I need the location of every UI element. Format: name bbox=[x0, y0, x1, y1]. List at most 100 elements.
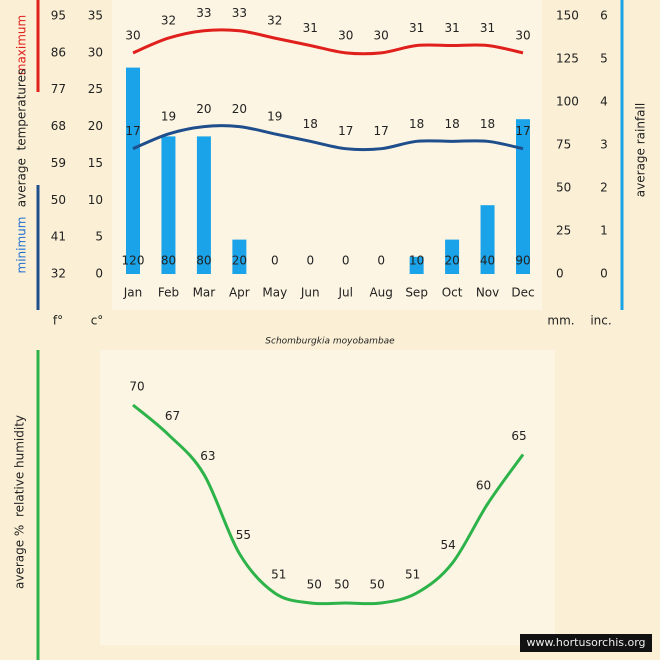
data-label: 63 bbox=[200, 449, 215, 463]
y-tick-label: 32 bbox=[51, 267, 66, 281]
data-label: 30 bbox=[125, 28, 140, 42]
data-label: 0 bbox=[342, 254, 350, 268]
x-tick-label: Apr bbox=[229, 286, 250, 300]
unit-label: c° bbox=[91, 314, 104, 328]
data-label: 50 bbox=[334, 578, 349, 592]
data-label: 20 bbox=[196, 102, 211, 116]
y2-label: average rainfall bbox=[634, 103, 648, 197]
bar bbox=[161, 136, 176, 274]
credit-box bbox=[520, 634, 652, 652]
data-label: 17 bbox=[374, 124, 389, 138]
subtitle: Schomburgkia moyobambae bbox=[265, 337, 395, 347]
y-label: minimum bbox=[15, 217, 29, 274]
data-label: 31 bbox=[444, 21, 459, 35]
x-tick-label: Aug bbox=[369, 286, 392, 300]
unit-label: inc. bbox=[590, 314, 611, 328]
data-label: 65 bbox=[511, 429, 526, 443]
y-tick-label: 15 bbox=[88, 156, 103, 170]
data-label: 70 bbox=[129, 380, 144, 394]
data-label: 51 bbox=[271, 568, 286, 582]
x-tick-label: Nov bbox=[476, 286, 499, 300]
y-label: average % relative humidity bbox=[13, 415, 27, 589]
y2-tick-label: 4 bbox=[600, 95, 608, 109]
y2-tick-label: 150 bbox=[556, 9, 579, 23]
data-label: 32 bbox=[161, 14, 176, 28]
y-tick-label: 5 bbox=[95, 230, 103, 244]
data-label: 10 bbox=[409, 254, 424, 268]
x-tick-label: Sep bbox=[405, 286, 428, 300]
bar bbox=[409, 256, 424, 274]
plot-panel bbox=[100, 350, 555, 645]
y2-tick-label: 6 bbox=[600, 9, 608, 23]
plot-panel bbox=[112, 0, 542, 310]
data-label: 31 bbox=[303, 21, 318, 35]
line bbox=[132, 124, 524, 152]
bar bbox=[126, 67, 140, 274]
unit-label: f° bbox=[53, 314, 63, 328]
bar bbox=[480, 205, 495, 274]
y-tick-label: 30 bbox=[88, 45, 103, 59]
y-tick-label: 10 bbox=[88, 193, 103, 207]
y2-tick-label: 0 bbox=[600, 267, 608, 281]
data-label: 40 bbox=[480, 254, 495, 268]
data-label: 20 bbox=[232, 254, 247, 268]
y2-tick-label: 3 bbox=[600, 138, 608, 152]
data-label: 31 bbox=[409, 21, 424, 35]
bar bbox=[196, 136, 211, 274]
y2-tick-label: 100 bbox=[556, 95, 579, 109]
y-tick-label: 35 bbox=[88, 9, 103, 23]
data-label: 67 bbox=[165, 409, 180, 423]
line bbox=[132, 28, 524, 56]
data-label: 80 bbox=[196, 254, 211, 268]
x-tick-label: Oct bbox=[442, 286, 463, 300]
data-label: 60 bbox=[476, 479, 491, 493]
data-label: 0 bbox=[271, 254, 279, 268]
y2-tick-label: 75 bbox=[556, 138, 571, 152]
data-label: 0 bbox=[377, 254, 385, 268]
data-label: 30 bbox=[338, 28, 353, 42]
y-tick-label: 41 bbox=[51, 230, 66, 244]
data-label: 50 bbox=[370, 578, 385, 592]
data-label: 80 bbox=[161, 254, 176, 268]
y-tick-label: 20 bbox=[88, 119, 103, 133]
data-label: 90 bbox=[515, 254, 530, 268]
data-label: 18 bbox=[303, 117, 318, 131]
y-label: maximum bbox=[15, 15, 29, 75]
x-tick-label: Jan bbox=[123, 286, 143, 300]
data-label: 18 bbox=[409, 117, 424, 131]
data-label: 51 bbox=[405, 568, 420, 582]
y-tick-label: 50 bbox=[51, 193, 66, 207]
data-label: 50 bbox=[307, 578, 322, 592]
data-label: 0 bbox=[306, 254, 314, 268]
x-tick-label: Dec bbox=[511, 286, 534, 300]
data-label: 120 bbox=[122, 254, 145, 268]
x-tick-label: Jun bbox=[300, 286, 320, 300]
line bbox=[132, 403, 525, 606]
unit-label: mm. bbox=[547, 314, 574, 328]
y2-tick-label: 50 bbox=[556, 181, 571, 195]
data-label: 17 bbox=[515, 124, 530, 138]
bar bbox=[232, 239, 247, 274]
data-label: 17 bbox=[125, 124, 140, 138]
y2-tick-label: 1 bbox=[600, 224, 608, 238]
data-label: 30 bbox=[515, 28, 530, 42]
bar bbox=[445, 239, 460, 274]
data-label: 19 bbox=[267, 109, 282, 123]
bar bbox=[516, 119, 530, 274]
data-label: 30 bbox=[374, 28, 389, 42]
data-label: 18 bbox=[480, 117, 495, 131]
y-tick-label: 95 bbox=[51, 9, 66, 23]
y-tick-label: 77 bbox=[51, 82, 66, 96]
y2-tick-label: 0 bbox=[556, 267, 564, 281]
data-label: 20 bbox=[444, 254, 459, 268]
data-label: 31 bbox=[480, 21, 495, 35]
x-tick-label: Mar bbox=[193, 286, 216, 300]
y-tick-label: 25 bbox=[88, 82, 103, 96]
data-label: 19 bbox=[161, 109, 176, 123]
y2-tick-label: 5 bbox=[600, 52, 608, 66]
y2-tick-label: 25 bbox=[556, 224, 571, 238]
y-tick-label: 68 bbox=[51, 119, 66, 133]
x-tick-label: Feb bbox=[158, 286, 179, 300]
